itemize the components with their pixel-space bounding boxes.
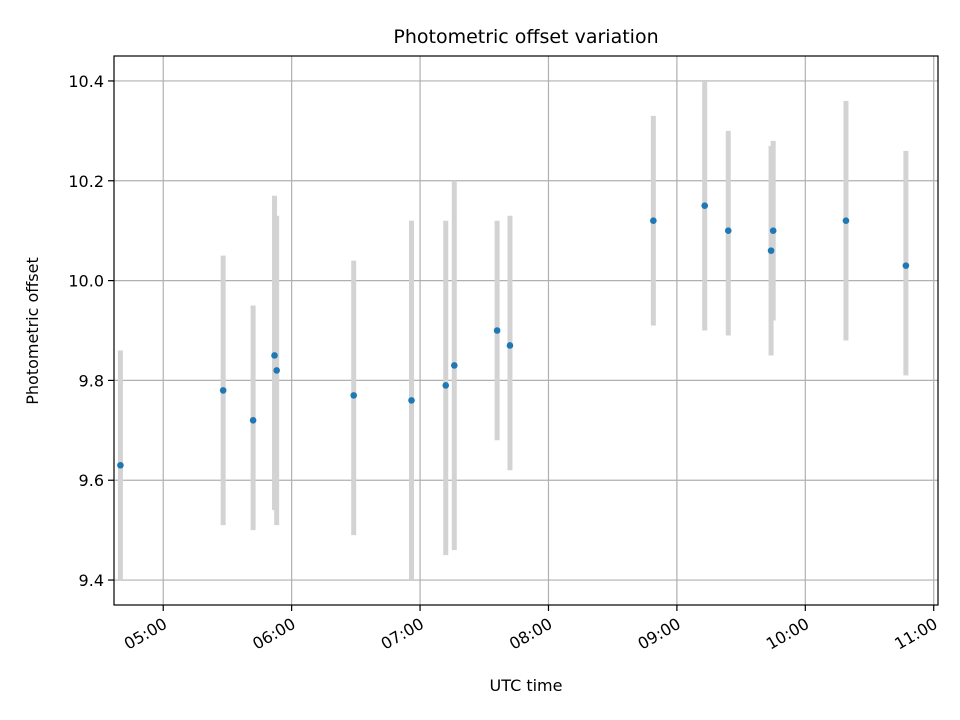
y-tick-label: 9.4 [79, 571, 104, 590]
data-point [724, 227, 732, 234]
data-point [271, 352, 278, 359]
data-point [408, 397, 415, 404]
data-point [493, 327, 501, 334]
y-tick-label: 9.8 [79, 371, 104, 390]
grid [114, 56, 938, 605]
data-point [506, 342, 514, 349]
chart-title: Photometric offset variation [393, 26, 658, 48]
y-axis: 9.4 9.6 9.8 10.0 10.2 10.4 [68, 72, 114, 590]
y-tick-label: 10.0 [68, 272, 104, 291]
data-point [117, 461, 124, 469]
y-tick-label: 10.4 [68, 72, 104, 91]
data-point [701, 202, 709, 210]
data-point [249, 417, 257, 424]
data-point [902, 262, 910, 269]
data-point [767, 247, 775, 254]
plot-frame [113, 55, 939, 606]
data-point [273, 367, 280, 374]
data-points [117, 202, 910, 469]
data-point [842, 217, 850, 224]
data-point [442, 382, 450, 389]
data-point [769, 227, 777, 234]
y-tick-label: 9.6 [79, 471, 104, 490]
data-point [451, 362, 458, 369]
data-point [350, 392, 358, 399]
x-axis-title: UTC time [490, 676, 563, 695]
y-tick-label: 10.2 [68, 172, 104, 191]
data-point [650, 217, 657, 224]
y-axis-title: Photometric offset [23, 257, 42, 405]
data-point [219, 387, 227, 394]
